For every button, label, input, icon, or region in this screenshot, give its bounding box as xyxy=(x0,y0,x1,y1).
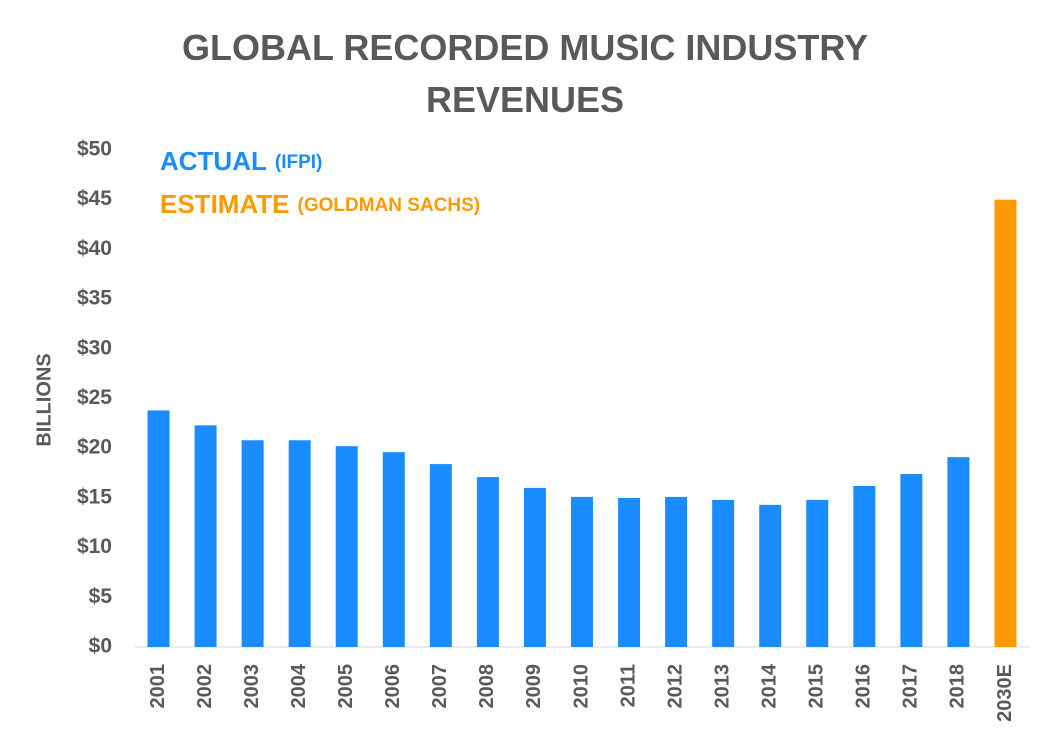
bar xyxy=(382,452,405,647)
y-tick-label: $20 xyxy=(77,436,112,459)
x-tick-label: 2011 xyxy=(617,664,639,707)
bar xyxy=(665,496,688,647)
x-tick-label: 2030E xyxy=(994,664,1016,722)
bar xyxy=(335,446,358,647)
x-tick-label: 2015 xyxy=(806,664,828,709)
x-tick-label: 2018 xyxy=(947,664,969,709)
x-tick-label: 2002 xyxy=(194,664,216,709)
legend-entry: ACTUAL (IFPI) xyxy=(160,146,322,176)
chart-title: GLOBAL RECORDED MUSIC INDUSTRY REVENUES xyxy=(181,27,869,120)
bar xyxy=(288,440,311,647)
y-tick-label: $15 xyxy=(77,485,112,508)
bar xyxy=(194,425,217,647)
y-tick-label: $5 xyxy=(89,585,113,608)
legend-name: ACTUAL xyxy=(160,146,267,176)
y-tick-label: $50 xyxy=(77,138,112,161)
x-tick-label: 2003 xyxy=(241,664,263,709)
x-tick-label: 2008 xyxy=(476,664,498,709)
y-tick-label: $45 xyxy=(77,187,112,210)
x-tick-label: 2005 xyxy=(335,664,357,709)
legend-source: (IFPI) xyxy=(275,152,323,173)
bar xyxy=(712,499,735,647)
x-tick-label: 2004 xyxy=(288,663,310,708)
bar xyxy=(147,410,170,647)
legend-name: ESTIMATE xyxy=(160,189,290,219)
x-tick-label: 2012 xyxy=(664,664,686,709)
bar xyxy=(806,499,829,647)
y-tick-label: $10 xyxy=(77,535,112,558)
y-tick-label: $0 xyxy=(89,635,112,658)
x-tick-label: 2006 xyxy=(382,664,404,709)
legend-source: (GOLDMAN SACHS) xyxy=(298,195,481,216)
bar xyxy=(476,477,499,647)
bar xyxy=(241,440,264,647)
bar xyxy=(523,487,546,647)
bar xyxy=(994,199,1017,647)
x-tick-label: 2001 xyxy=(147,664,169,709)
bar xyxy=(947,457,970,647)
y-tick-label: $25 xyxy=(77,386,112,409)
bar xyxy=(900,474,923,647)
x-tick-label: 2017 xyxy=(900,664,922,709)
x-tick-label: 2014 xyxy=(758,663,780,708)
x-tick-label: 2016 xyxy=(853,664,875,709)
bar xyxy=(853,485,876,647)
x-tick-label: 2009 xyxy=(523,664,545,709)
x-tick-label: 2013 xyxy=(711,664,733,709)
x-tick-label: 2007 xyxy=(429,664,451,709)
bar xyxy=(429,464,452,647)
legend-entry: ESTIMATE (GOLDMAN SACHS) xyxy=(160,189,480,219)
y-tick-label: $35 xyxy=(77,287,112,310)
bar xyxy=(571,496,593,647)
y-axis-label: BILLIONS xyxy=(33,353,55,446)
bar xyxy=(759,504,782,647)
y-tick-label: $30 xyxy=(77,336,112,359)
y-tick-label: $40 xyxy=(77,237,112,260)
bar xyxy=(618,497,641,647)
x-tick-label: 2010 xyxy=(570,664,592,709)
